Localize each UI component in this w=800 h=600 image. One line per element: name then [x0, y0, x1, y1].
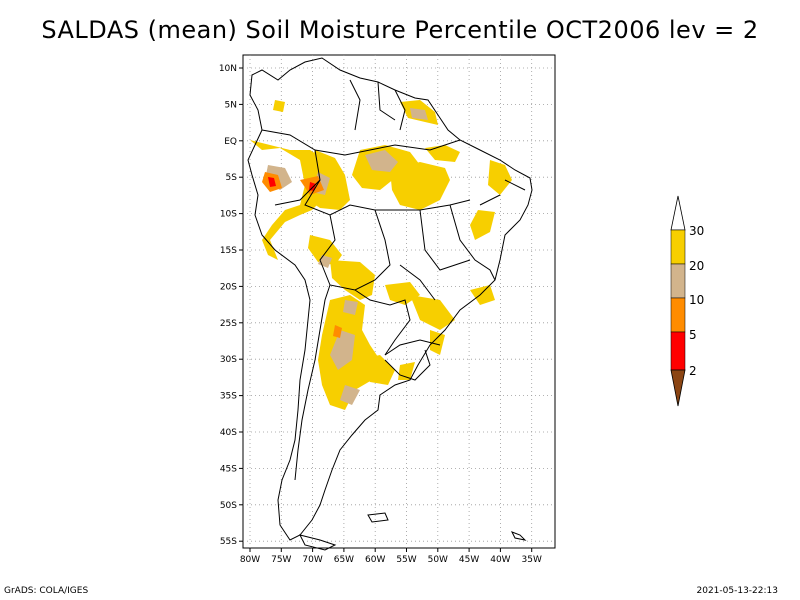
lat-tick-label: 25S [220, 319, 237, 329]
lat-tick-label: 5S [226, 173, 238, 183]
colorbar: 30 20 10 5 2 [670, 195, 704, 407]
lon-tick-label: 80W [240, 555, 260, 565]
colorbar-label-30: 30 [689, 224, 704, 238]
lon-tick-label: 65W [334, 555, 354, 565]
colorbar-label-20: 20 [689, 259, 704, 273]
colorbar-bottom-arrow [670, 369, 686, 407]
soil-moisture-patches [250, 100, 512, 410]
colorbar-band-2-5 [670, 331, 686, 371]
lon-tick-label: 35W [522, 555, 542, 565]
lat-tick-label: EQ [224, 137, 237, 147]
colorbar-label-10: 10 [689, 293, 704, 307]
coastline [247, 57, 533, 551]
map-title: SALDAS (mean) Soil Moisture Percentile O… [41, 16, 759, 44]
lon-tick-label: 50W [428, 555, 448, 565]
lat-tick-label: 20S [220, 282, 237, 292]
lat-tick-label: 30S [220, 355, 237, 365]
longitude-tick-labels: 80W 75W 70W 65W 60W 55W 50W 45W 40W 35W [240, 548, 542, 565]
lat-tick-label: 40S [220, 428, 237, 438]
lat-tick-label: 45S [220, 464, 237, 474]
colorbar-band-10-20 [670, 263, 686, 299]
colorbar-band-5-10 [670, 297, 686, 333]
lat-tick-label: 15S [220, 246, 237, 256]
lon-tick-label: 70W [302, 555, 322, 565]
lon-tick-label: 40W [490, 555, 510, 565]
lat-tick-label: 35S [220, 392, 237, 402]
lat-tick-label: 10N [219, 64, 237, 74]
lon-tick-label: 55W [396, 555, 416, 565]
lon-tick-label: 60W [365, 555, 385, 565]
footer-timestamp: 2021-05-13-22:13 [696, 586, 779, 596]
colorbar-label-5: 5 [689, 328, 697, 342]
lat-tick-label: 55S [220, 537, 237, 547]
lat-tick-label: 50S [220, 501, 237, 511]
lon-tick-label: 45W [459, 555, 479, 565]
footer-credit: GrADS: COLA/IGES [4, 586, 89, 596]
lon-tick-label: 75W [271, 555, 291, 565]
colorbar-band-20-30 [670, 229, 686, 265]
latitude-tick-labels: 10N 5N EQ 5S 10S 15S 20S 25S 30S 35S 40S 45S 50S 55S [219, 64, 243, 547]
colorbar-top-arrow [670, 195, 686, 231]
lat-tick-label: 5N [225, 100, 237, 110]
lat-tick-label: 10S [220, 210, 237, 220]
colorbar-label-2: 2 [689, 364, 697, 378]
